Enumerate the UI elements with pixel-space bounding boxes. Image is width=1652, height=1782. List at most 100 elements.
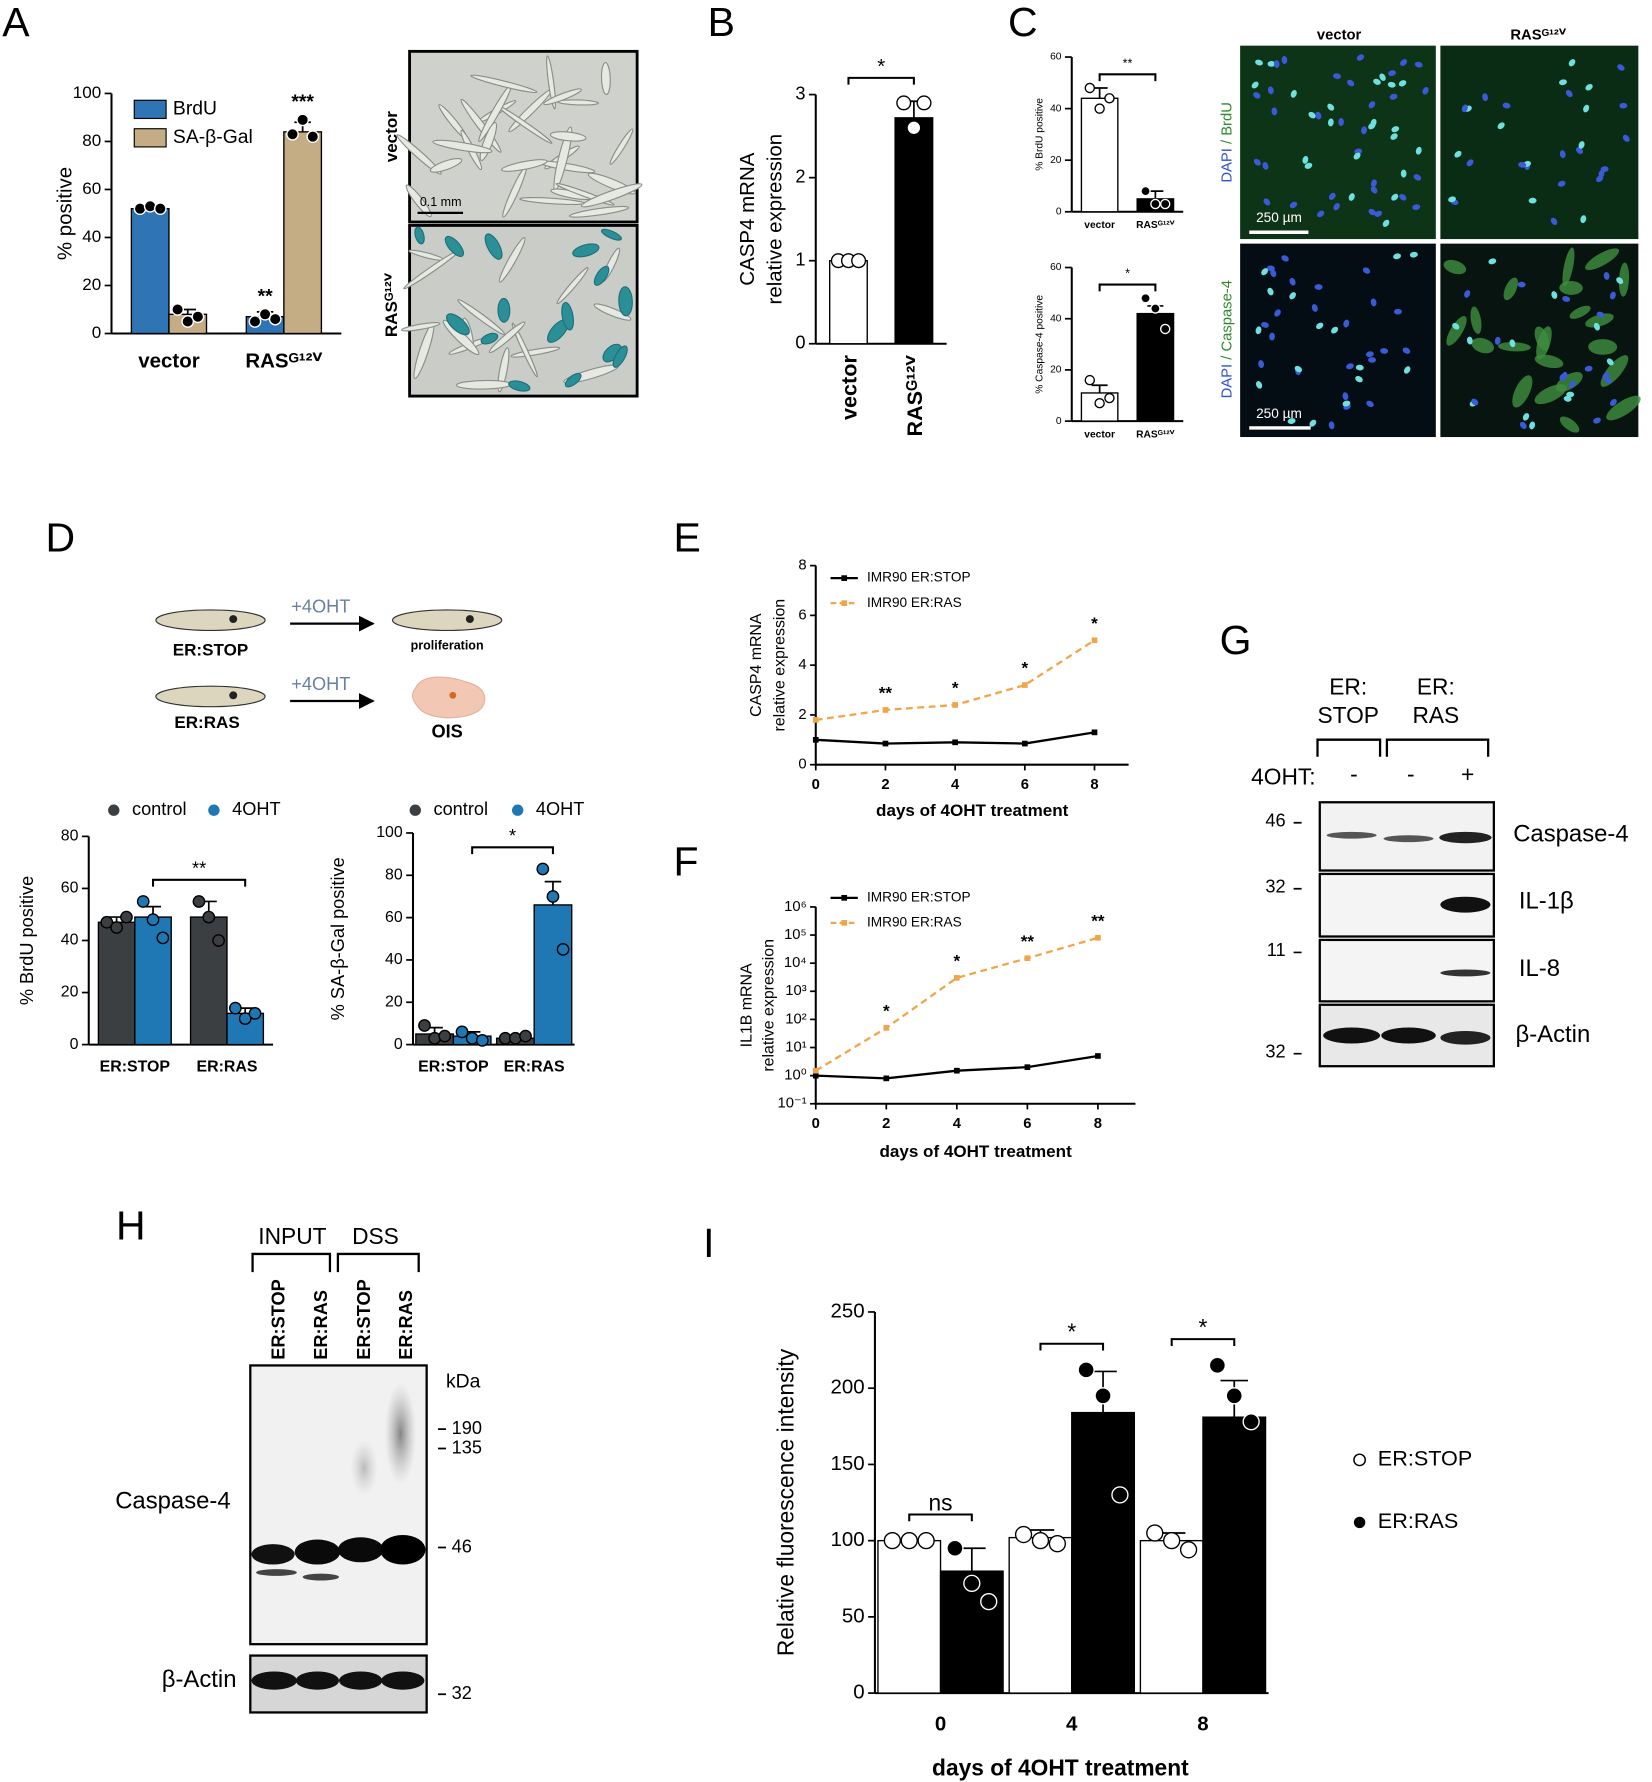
y-tick-label: 0 — [92, 323, 101, 342]
data-point — [1159, 198, 1171, 210]
nucleus — [1557, 180, 1566, 187]
x-tick-label: vector — [1084, 220, 1115, 231]
data-point — [306, 130, 320, 144]
protein-label: β-Actin — [162, 1666, 237, 1693]
cell — [405, 184, 432, 218]
marker-label: 32 — [1265, 876, 1285, 896]
schematic — [155, 609, 503, 719]
panel-label: D — [46, 514, 76, 560]
series-line — [815, 1054, 1099, 1080]
y-tick-label: 100 — [831, 1528, 865, 1551]
nucleus — [465, 615, 474, 624]
significance: * — [1125, 267, 1130, 281]
data-point — [202, 910, 216, 924]
marker-label: 11 — [1267, 940, 1286, 960]
group-label: ER: — [1329, 673, 1367, 699]
nucleus — [1267, 61, 1276, 67]
nucleus — [1616, 277, 1624, 284]
nucleus — [1583, 104, 1590, 113]
data-point — [1091, 729, 1098, 736]
treatment-label: +4OHT — [291, 597, 350, 617]
cell — [580, 183, 643, 208]
y-axis-title: relative expression — [772, 599, 789, 732]
nucleus — [1328, 421, 1335, 430]
y-tick-label: 20 — [1050, 365, 1062, 376]
cell-label: ER:STOP — [173, 640, 248, 659]
legend-swatch — [511, 804, 524, 816]
legend-swatch — [841, 575, 848, 581]
data-point — [1111, 1486, 1129, 1504]
nucleus — [1387, 81, 1396, 88]
x-axis-title: days of 4OHT treatment — [876, 801, 1069, 820]
x-tick-label: 4 — [951, 777, 960, 793]
data-point — [980, 1592, 998, 1611]
nucleus — [1466, 159, 1474, 167]
bar — [1080, 97, 1119, 213]
band — [251, 1671, 297, 1690]
y-tick-label: 10¹ — [785, 1039, 806, 1055]
nucleus — [1454, 150, 1462, 158]
y-tick-label: 0 — [70, 1036, 79, 1053]
senescent-cell — [411, 676, 486, 719]
band — [251, 1544, 295, 1565]
micrograph — [1440, 45, 1639, 240]
band — [339, 1671, 383, 1690]
lane-label: ER:RAS — [396, 1290, 416, 1360]
bar — [829, 260, 868, 345]
legend-swatch — [108, 804, 120, 816]
y-tick-label: 20 — [1050, 155, 1062, 166]
nucleus — [1269, 332, 1275, 341]
cell — [1497, 342, 1531, 352]
data-point — [1163, 1532, 1181, 1550]
y-tick-label: 40 — [1050, 313, 1062, 324]
cell — [446, 313, 470, 336]
y-tick-label: 0 — [798, 757, 806, 773]
y-tick-label: 80 — [385, 867, 403, 884]
cell — [618, 286, 633, 317]
nucleus — [1559, 373, 1566, 381]
cell — [612, 345, 628, 368]
stain-label: / BrdU — [1220, 102, 1236, 144]
blot-g — [1318, 801, 1495, 1068]
nucleus — [1393, 253, 1401, 260]
cell-shape — [391, 609, 503, 632]
band — [1381, 1027, 1436, 1044]
cell — [1569, 305, 1591, 319]
significance: * — [1067, 1319, 1076, 1345]
data-point — [1077, 1361, 1095, 1379]
y-tick-label: 40 — [385, 951, 403, 968]
significance: ** — [1021, 932, 1035, 951]
y-tick-label: 40 — [61, 932, 79, 949]
nucleus — [1368, 357, 1377, 363]
nucleus — [1338, 118, 1344, 126]
legend-label: IMR90 ER:RAS — [867, 914, 962, 929]
cell — [511, 322, 538, 378]
group-label: RAS — [1412, 702, 1459, 728]
nucleus — [1342, 400, 1351, 407]
outcome-label: OIS — [431, 722, 462, 742]
nucleus — [1562, 296, 1571, 302]
data-point — [812, 717, 819, 723]
nucleus — [1316, 322, 1324, 330]
data-point — [851, 253, 867, 269]
significance-bracket — [847, 76, 915, 85]
significance: ** — [258, 285, 274, 307]
nucleus — [1412, 204, 1421, 211]
data-point — [153, 202, 167, 216]
y-axis-title: Relative fluorescence intensity — [772, 1348, 798, 1656]
data-point — [952, 739, 958, 746]
cell — [1585, 248, 1620, 271]
data-point — [900, 1532, 918, 1550]
nucleus — [1402, 347, 1411, 354]
y-tick-label: 60 — [1050, 52, 1062, 63]
nucleus — [1289, 292, 1296, 300]
x-tick-label: vector — [138, 349, 199, 372]
nucleus — [1488, 258, 1497, 265]
cell-shape — [155, 609, 266, 632]
legend-swatch — [208, 804, 220, 816]
cell — [543, 88, 583, 106]
legend-swatch — [133, 128, 167, 148]
nucleus — [1422, 86, 1429, 95]
nucleus — [1596, 311, 1605, 318]
